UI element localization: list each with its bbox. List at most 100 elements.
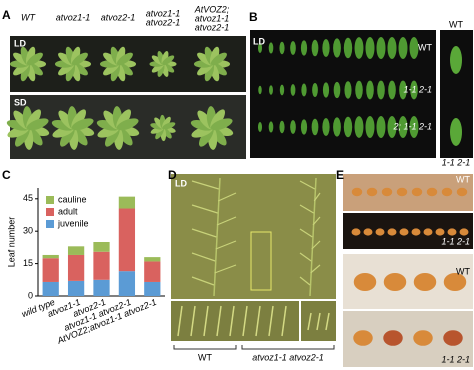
leaf (210, 118, 233, 131)
column-label: atvoz2-1 (146, 17, 181, 27)
leaf (354, 37, 364, 59)
silique (255, 305, 261, 337)
leaf (388, 80, 396, 100)
seed (353, 273, 377, 291)
leaf (26, 52, 43, 66)
column-label: atvoz1-1 (146, 8, 181, 18)
seed (366, 187, 378, 197)
leaf (387, 37, 397, 59)
leaf (409, 37, 419, 59)
photo-e-1 (343, 174, 473, 211)
silique (216, 216, 237, 226)
legend-label: adult (58, 206, 78, 216)
leaf (355, 80, 363, 100)
stem (309, 177, 317, 297)
leaf (116, 52, 133, 66)
legend-swatch (46, 220, 54, 228)
row-label: 2; 1-1 2-1 (392, 121, 432, 131)
seed (383, 273, 407, 291)
silique (307, 312, 312, 331)
panel-letter: A (2, 8, 11, 22)
silique (177, 305, 183, 337)
silique (313, 192, 321, 202)
seed (411, 228, 421, 236)
silique (216, 305, 222, 337)
silique (312, 216, 321, 226)
leaf (268, 121, 274, 133)
bar-segment (67, 246, 85, 255)
seed (413, 273, 437, 291)
seed (363, 228, 373, 236)
seed (447, 228, 457, 236)
leaf (365, 116, 375, 138)
leaf (300, 40, 308, 56)
seed (353, 330, 373, 346)
seed (383, 330, 403, 346)
leaf (409, 116, 419, 138)
seed (351, 228, 361, 236)
leaf (269, 85, 273, 95)
y-tick-label: 0 (28, 290, 33, 300)
condition-label: LD (14, 38, 26, 48)
silique (203, 305, 209, 337)
bar-segment (118, 271, 136, 296)
inset-label: WT (449, 19, 463, 29)
seed (443, 273, 467, 291)
silique (299, 252, 312, 262)
leaf (162, 55, 175, 66)
leaf (279, 84, 285, 96)
panel-letter: E (336, 168, 344, 182)
bar-segment (93, 251, 110, 280)
column-labels: WT atvoz1-1 atvoz2-1 atvoz1-1atvoz2-1AtVOZ2… (21, 4, 230, 32)
seed (387, 228, 397, 236)
leaf (268, 42, 274, 54)
leaf (333, 81, 341, 99)
photo-d-strip-1 (171, 301, 299, 341)
leaf (387, 116, 397, 138)
bar-segment (42, 254, 59, 259)
seed (426, 187, 438, 197)
silique (299, 180, 316, 190)
condition-label: LD (253, 36, 265, 46)
stem (213, 177, 221, 297)
leaf (290, 84, 296, 96)
leaf (376, 116, 386, 138)
leaf (301, 83, 307, 97)
leaf (116, 118, 139, 131)
silique (215, 240, 237, 250)
leaf (290, 41, 296, 55)
silique (191, 204, 218, 214)
leaf (343, 37, 353, 59)
silique (316, 312, 321, 331)
panel-letter: C (2, 168, 11, 182)
seed (459, 228, 469, 236)
silique (281, 305, 287, 337)
seed (441, 187, 453, 197)
column-label: WT (21, 12, 36, 22)
row-label: WT (418, 42, 432, 52)
leaf (399, 80, 407, 100)
leaf (410, 80, 418, 100)
seed (399, 228, 409, 236)
leaf (365, 37, 375, 59)
photo-label: 1-1 2-1 (441, 236, 470, 246)
legend-label: juvenile (57, 218, 89, 228)
y-tick-label: 45 (23, 193, 33, 203)
leaf (210, 52, 227, 66)
seed (435, 228, 445, 236)
photo-d (171, 174, 336, 299)
seed (423, 228, 433, 236)
leaf (162, 122, 176, 130)
leaf (333, 117, 341, 137)
legend-label: cauline (58, 194, 87, 204)
y-axis-title: Leaf number (6, 217, 16, 268)
leaf (71, 52, 88, 66)
bar-segment (42, 258, 59, 282)
seed (381, 187, 393, 197)
silique (217, 192, 237, 202)
silique (310, 264, 321, 274)
leaf (344, 81, 352, 99)
silique (191, 276, 215, 286)
leaf (450, 118, 462, 146)
